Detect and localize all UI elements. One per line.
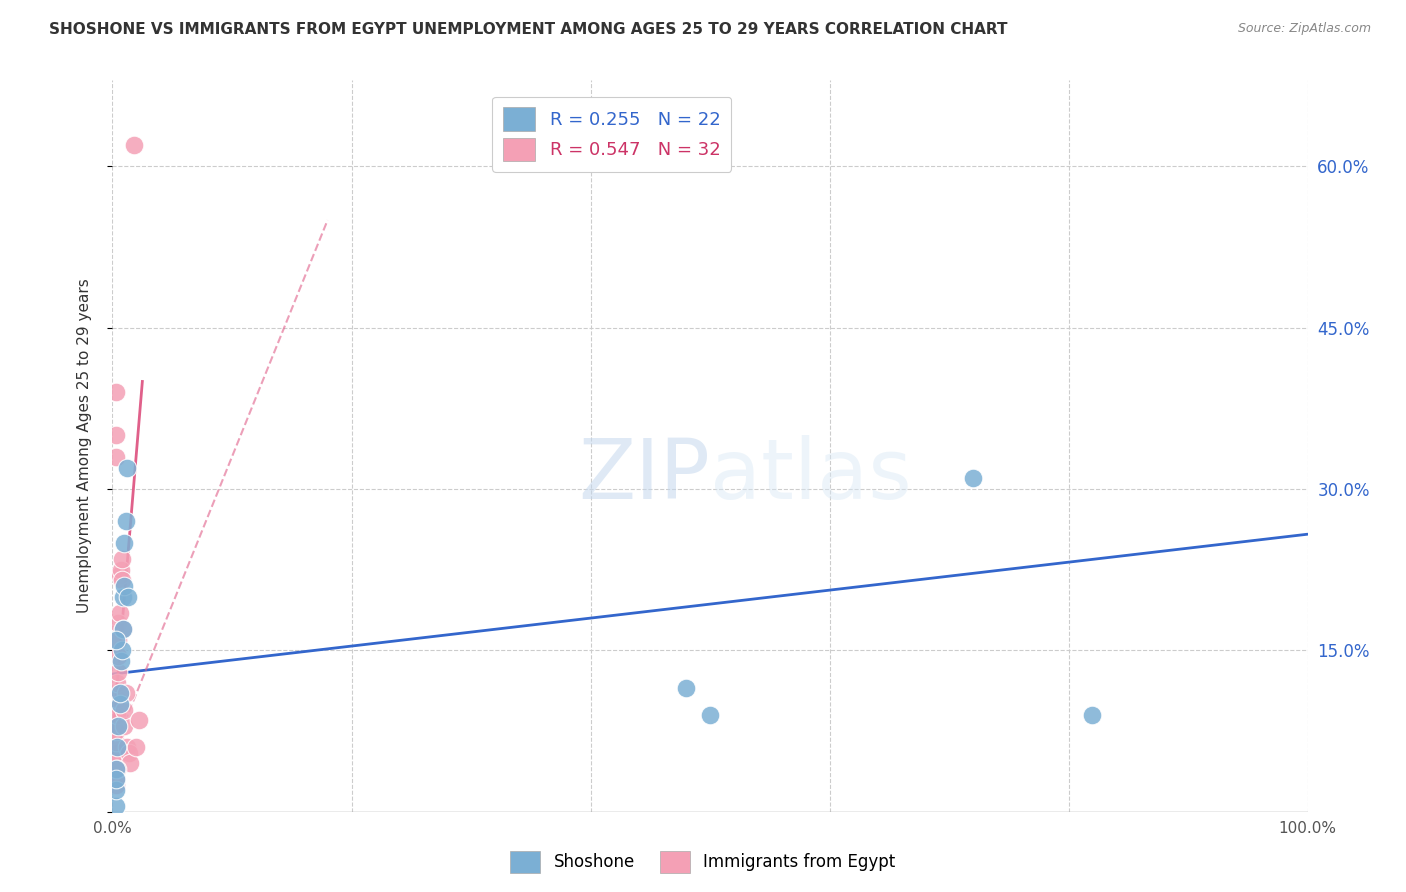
- Point: [105, 746, 128, 760]
- Point: [105, 691, 128, 706]
- Point: [114, 536, 135, 550]
- Point: [107, 648, 129, 663]
- Point: [107, 719, 129, 733]
- Point: [105, 675, 128, 690]
- Point: [107, 632, 129, 647]
- Point: [128, 714, 150, 728]
- Text: atlas: atlas: [710, 434, 911, 516]
- Point: [105, 707, 128, 722]
- Point: [105, 740, 128, 755]
- Point: [962, 471, 984, 485]
- Point: [699, 707, 721, 722]
- Point: [675, 681, 697, 695]
- Point: [107, 616, 129, 631]
- Point: [105, 632, 128, 647]
- Point: [114, 686, 136, 700]
- Point: [105, 762, 128, 776]
- Point: [1081, 707, 1104, 722]
- Point: [118, 746, 141, 760]
- Point: [111, 574, 134, 588]
- Point: [108, 686, 131, 700]
- Point: [110, 563, 132, 577]
- Legend: R = 0.255   N = 22, R = 0.547   N = 32: R = 0.255 N = 22, R = 0.547 N = 32: [492, 96, 731, 172]
- Point: [108, 568, 131, 582]
- Point: [105, 799, 128, 814]
- Point: [105, 772, 128, 787]
- Point: [125, 740, 148, 755]
- Point: [107, 665, 129, 679]
- Point: [105, 772, 128, 787]
- Point: [105, 778, 128, 792]
- Point: [105, 724, 128, 739]
- Point: [122, 137, 145, 152]
- Point: [112, 590, 135, 604]
- Point: [105, 450, 128, 464]
- Point: [120, 756, 142, 771]
- Point: [105, 428, 128, 442]
- Point: [112, 622, 135, 636]
- Point: [111, 643, 134, 657]
- Y-axis label: Unemployment Among Ages 25 to 29 years: Unemployment Among Ages 25 to 29 years: [77, 278, 91, 614]
- Point: [117, 590, 139, 604]
- Point: [108, 697, 131, 711]
- Point: [105, 735, 128, 749]
- Point: [114, 514, 136, 528]
- Point: [112, 622, 135, 636]
- Point: [114, 702, 135, 716]
- Point: [111, 552, 134, 566]
- Point: [105, 756, 128, 771]
- Point: [108, 606, 131, 620]
- Text: SHOSHONE VS IMMIGRANTS FROM EGYPT UNEMPLOYMENT AMONG AGES 25 TO 29 YEARS CORRELA: SHOSHONE VS IMMIGRANTS FROM EGYPT UNEMPL…: [49, 22, 1008, 37]
- Text: ZIP: ZIP: [578, 434, 710, 516]
- Point: [115, 740, 138, 755]
- Point: [105, 385, 128, 400]
- Point: [114, 579, 135, 593]
- Point: [114, 719, 135, 733]
- Legend: Shoshone, Immigrants from Egypt: Shoshone, Immigrants from Egypt: [503, 845, 903, 880]
- Point: [115, 460, 138, 475]
- Text: Source: ZipAtlas.com: Source: ZipAtlas.com: [1237, 22, 1371, 36]
- Point: [110, 654, 132, 668]
- Point: [105, 783, 128, 797]
- Point: [105, 762, 128, 776]
